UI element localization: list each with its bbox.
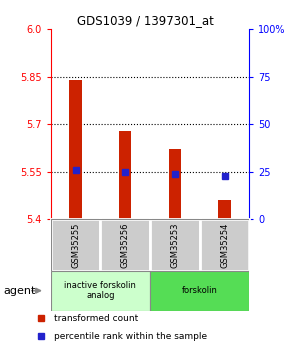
Text: GSM35256: GSM35256	[121, 222, 130, 268]
Text: GSM35255: GSM35255	[71, 222, 80, 268]
Text: percentile rank within the sample: percentile rank within the sample	[55, 332, 208, 341]
Bar	[150, 271, 249, 310]
Text: GSM35253: GSM35253	[171, 222, 180, 268]
Text: agent: agent	[3, 286, 35, 296]
Bar	[69, 80, 82, 219]
Text: forskolin: forskolin	[182, 286, 218, 295]
Bar	[51, 271, 150, 310]
Text: inactive forskolin
analog: inactive forskolin analog	[64, 281, 136, 300]
Bar	[119, 130, 131, 219]
Bar	[150, 219, 200, 271]
Bar	[200, 219, 249, 271]
Text: GSM35254: GSM35254	[220, 222, 229, 268]
Bar	[169, 149, 181, 219]
Bar	[51, 219, 100, 271]
Bar	[218, 200, 231, 219]
Text: GDS1039 / 1397301_at: GDS1039 / 1397301_at	[77, 14, 213, 27]
Bar	[100, 219, 150, 271]
Text: transformed count: transformed count	[55, 314, 139, 323]
